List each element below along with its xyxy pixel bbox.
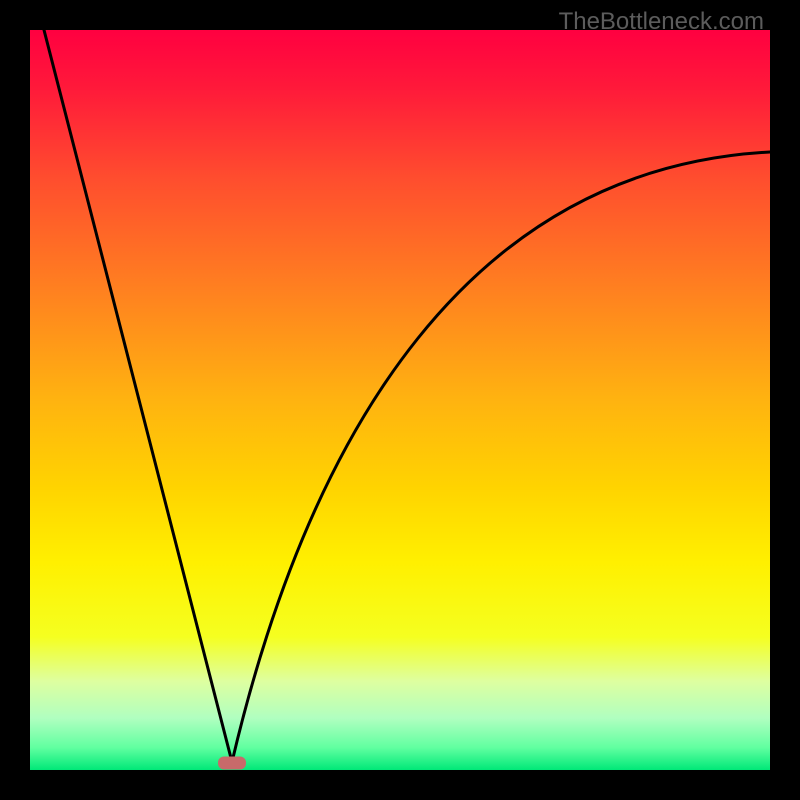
bottleneck-curve: [0, 0, 800, 800]
watermark-text: TheBottleneck.com: [559, 8, 764, 36]
chart-root: TheBottleneck.com: [0, 0, 800, 800]
optimal-point-marker: [218, 757, 246, 770]
curve-path: [44, 30, 770, 762]
